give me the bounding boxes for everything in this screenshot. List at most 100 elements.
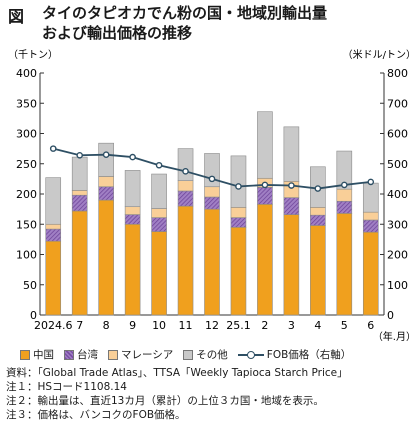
bar-segment-malaysia [310,207,326,216]
right-tick-label: 400 [387,188,408,201]
legend: 中国 台湾 マレーシア その他 FOB価格（右軸） [20,347,415,362]
bar-segment-taiwan [204,196,220,210]
legend-swatch-fob-line [237,350,264,360]
bar-segment-china [336,213,353,316]
right-tick-label: 300 [387,218,408,231]
bar-segment-other [124,170,141,208]
left-tick-label: 400 [16,67,37,80]
bar-segment-taiwan [151,217,167,232]
fob-price-point [182,168,189,175]
x-tick-label: 12 [205,319,219,332]
left-tick-label: 300 [16,128,37,141]
fob-price-point [208,175,216,183]
bars-layer [45,111,379,316]
fob-price-point [288,182,295,189]
bar-segment-taiwan [336,200,353,214]
chart-title-line-1: タイのタピオカでん粉の国・地域別輸出量 [42,4,328,22]
legend-item-other: その他 [183,347,228,362]
bar-segment-taiwan [283,197,300,215]
x-tick-label: 4 [314,319,321,332]
left-tick-label: 150 [16,218,37,231]
fob-price-point [314,185,322,192]
title-block: 図 タイのタピオカでん粉の国・地域別輸出量 および輸出価格の推移 [8,3,418,43]
x-tick-label: 10 [152,319,166,332]
bar-segment-china [204,208,220,316]
bar-segment-taiwan [45,228,62,242]
bar-segment-china [310,225,326,316]
chart-plot: （千トン） （米ドル/トン） （年.月） 0501001502002503003… [8,48,416,343]
right-tick-label: 500 [387,158,408,171]
left-tick-label: 200 [16,188,37,201]
bar-segment-malaysia [151,208,167,218]
right-tick-label: 800 [387,67,408,80]
left-tick-label: 50 [23,279,37,292]
note-2: 注２：輸出量は、直近13カ月（累計）の上位３カ国・地域を表示。 [6,395,324,407]
legend-item-fob: FOB価格（右軸） [237,347,352,362]
legend-swatch-china [20,349,30,360]
bar-segment-other [151,173,167,209]
right-tick-label: 200 [387,249,408,262]
right-tick-label: 100 [387,279,408,292]
figure-label: 図 [8,7,25,26]
right-tick-label: 0 [387,309,394,322]
legend-item-malaysia: マレーシア [108,347,173,362]
x-tick-labels: 2024.6 7 8 9 10 11 12 25.1 2 3 4 5 6 [34,319,374,332]
legend-item-china: 中国 [20,347,54,362]
left-tick-label: 250 [16,158,37,171]
fob-price-point [341,181,348,189]
left-axis-unit: （千トン） [8,49,58,61]
fob-price-point [155,161,163,169]
bar-segment-china [45,240,62,316]
bar-segment-china [98,199,114,316]
fob-price-point [49,145,57,152]
legend-swatch-taiwan [64,349,74,360]
legend-label-malaysia: マレーシア [121,349,174,361]
legend-swatch-malaysia [108,349,118,360]
x-tick-label: 2024.6 [34,319,73,332]
bar-segment-malaysia [177,180,194,192]
note-3: 注３：価格は、バンコクのFOB価格。 [6,409,186,421]
legend-label-other: その他 [196,349,228,361]
x-tick-label: 8 [103,319,110,332]
axes-layer: 0 50 100 150 200 250 300 350 400 0 100 200 300 400 500… [16,67,408,322]
bar-segment-other [336,150,353,190]
fob-price-point [76,151,83,159]
bar-segment-malaysia [230,207,247,218]
x-tick-label: 11 [179,319,193,332]
bar-segment-china [177,205,194,316]
left-tick-label: 350 [16,97,37,110]
bar-segment-other [362,182,379,213]
fob-line-layer [49,145,375,192]
bar-segment-other [230,155,247,208]
fob-price-point [261,181,269,189]
legend-label-taiwan: 台湾 [77,349,98,361]
chart-title-line-2: および輸出価格の推移 [42,24,193,42]
bar-segment-taiwan [98,186,114,201]
bar-segment-taiwan [362,219,379,233]
left-tick-label: 100 [16,249,37,262]
fob-price-point [102,151,110,158]
bar-segment-other [45,177,62,225]
source-notes: 資料：「Global Trade Atlas」、TTSA「Weekly Tapi… [6,366,348,422]
bar-segment-other [71,156,88,191]
x-tick-label: 3 [288,319,295,332]
bar-segment-taiwan [177,190,194,207]
x-tick-label: 2 [261,319,268,332]
bar-segment-other [257,111,273,179]
bar-segment-china [71,210,88,316]
x-tick-label: 7 [76,319,83,332]
fob-price-point [129,153,136,161]
x-axis-unit: （年.月） [373,330,416,343]
bar-segment-china [257,203,273,316]
left-tick-label: 0 [30,309,37,322]
bar-segment-china [151,231,167,316]
fob-price-point [235,183,242,190]
bar-segment-other [177,148,194,181]
x-tick-label: 6 [367,319,374,332]
right-axis-unit: （米ドル/トン） [343,48,416,61]
bar-segment-malaysia [204,186,220,198]
bar-segment-china [124,223,141,316]
legend-label-fob: FOB価格（右軸） [266,349,352,361]
bar-segment-taiwan [310,214,326,226]
bar-segment-china [230,226,247,316]
